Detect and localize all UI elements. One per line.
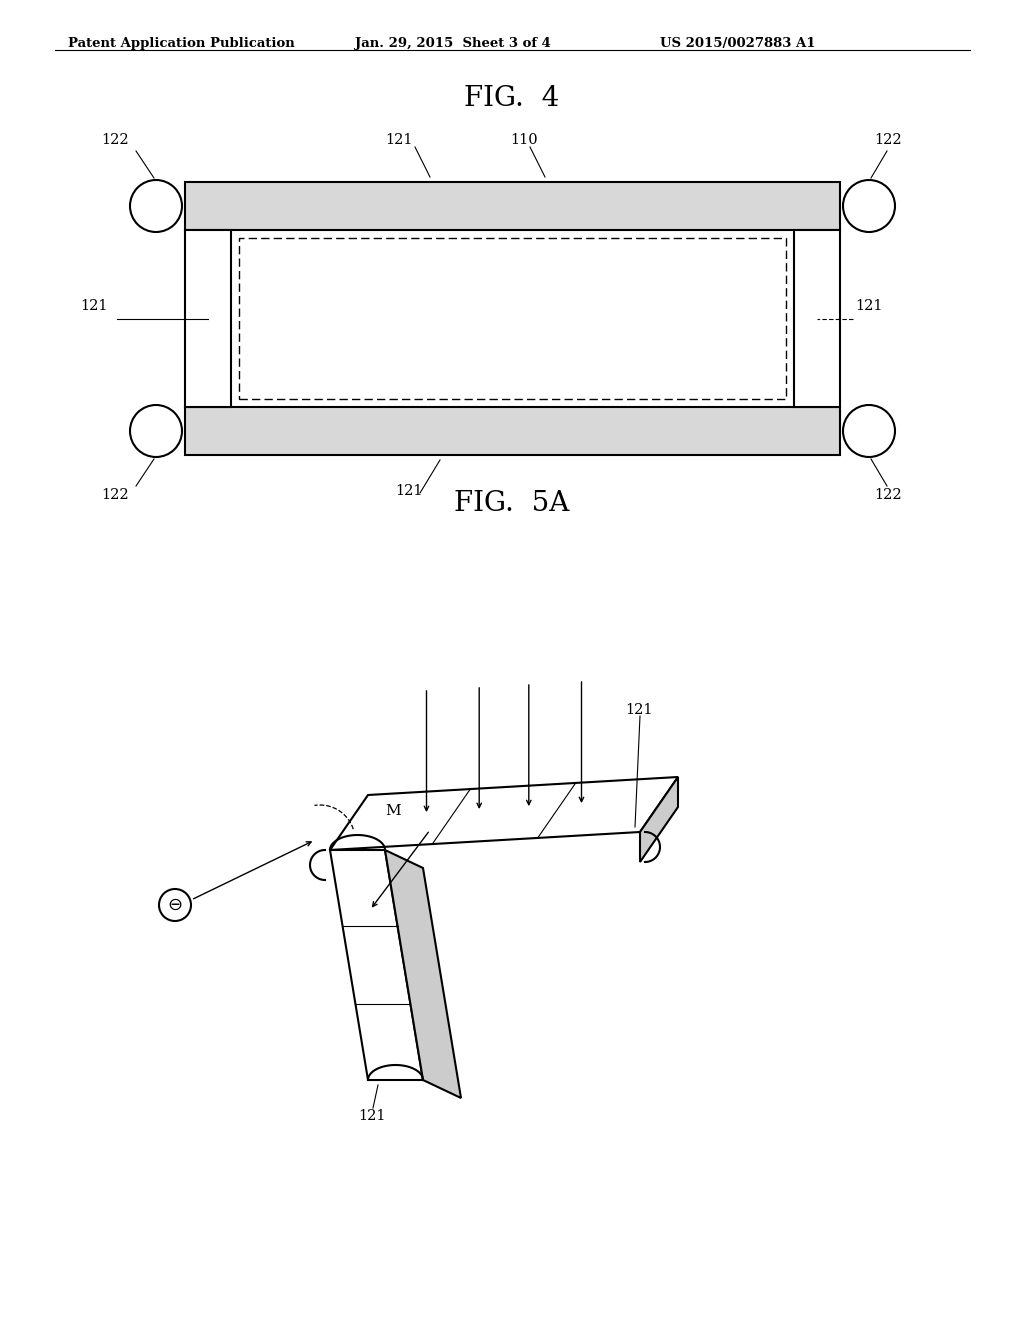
Text: 110: 110 (510, 133, 538, 147)
Text: Jan. 29, 2015  Sheet 3 of 4: Jan. 29, 2015 Sheet 3 of 4 (355, 37, 551, 50)
Bar (185, 230, 231, 407)
Text: FIG.  5A: FIG. 5A (455, 490, 569, 517)
Text: 122: 122 (874, 133, 901, 147)
Circle shape (159, 888, 191, 921)
Bar (185, 407, 840, 455)
Text: 121: 121 (855, 300, 883, 314)
Text: 122: 122 (101, 488, 129, 502)
Circle shape (843, 180, 895, 232)
Polygon shape (330, 777, 678, 850)
Polygon shape (330, 850, 423, 1080)
Bar (794, 230, 840, 407)
Text: 121: 121 (625, 704, 652, 717)
Text: $\ominus$: $\ominus$ (167, 896, 182, 913)
Circle shape (130, 180, 182, 232)
Text: FIG.  4: FIG. 4 (464, 84, 560, 112)
Text: 121: 121 (385, 133, 413, 147)
Polygon shape (385, 850, 461, 1098)
Circle shape (130, 405, 182, 457)
Bar (239, 238, 786, 399)
Text: M: M (385, 804, 400, 818)
Text: 122: 122 (101, 133, 129, 147)
Text: 122: 122 (874, 488, 901, 502)
Circle shape (843, 405, 895, 457)
Text: Patent Application Publication: Patent Application Publication (68, 37, 295, 50)
Text: 121: 121 (358, 1109, 385, 1123)
Text: 121: 121 (395, 484, 423, 498)
Bar (185, 182, 840, 230)
Text: US 2015/0027883 A1: US 2015/0027883 A1 (660, 37, 815, 50)
Text: 121: 121 (80, 300, 108, 314)
Polygon shape (640, 777, 678, 862)
